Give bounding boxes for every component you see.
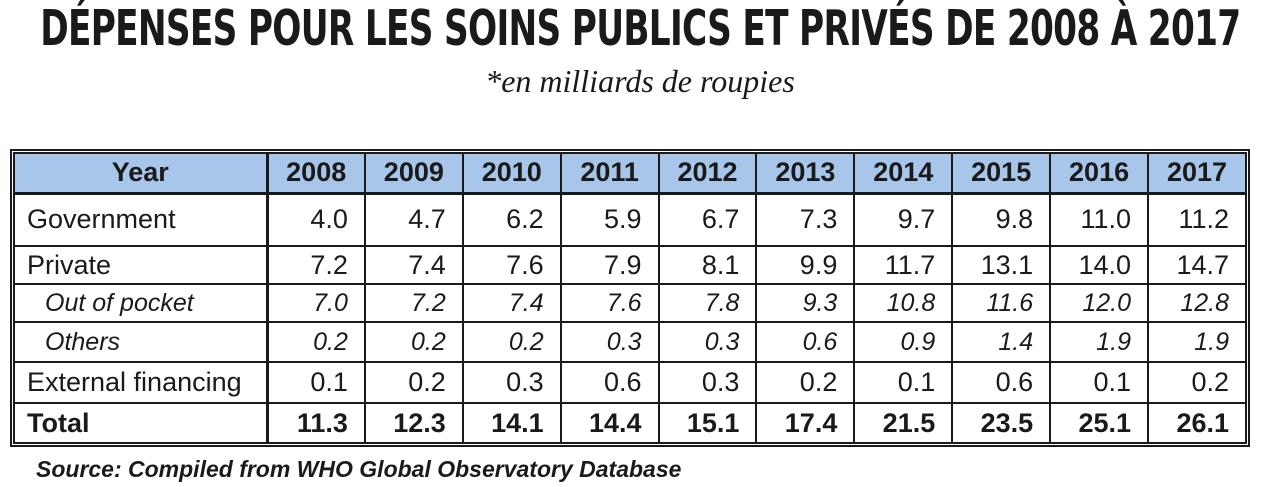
value-cell: 12.3 — [363, 402, 464, 444]
table-row: Private 7.2 7.4 7.6 7.9 8.1 9.9 11.7 13.1 14.0 14.… — [13, 245, 1247, 285]
value-cell: 17.4 — [755, 402, 856, 444]
year-header-2010: 2010 — [461, 152, 562, 195]
expenses-table: Year 2008 2009 2010 2011 2012 2013 2014 2015 2016… — [13, 152, 1247, 444]
year-header-2008: 2008 — [266, 152, 366, 195]
year-header-2013: 2013 — [755, 152, 856, 195]
value-cell: 21.5 — [853, 402, 954, 444]
subtitle-block: *en milliards de roupies — [0, 61, 1280, 103]
value-cell: 14.1 — [461, 402, 562, 444]
value-cell: 7.4 — [461, 283, 562, 323]
subtitle: *en milliards de roupies — [485, 63, 795, 99]
value-cell: 1.4 — [951, 321, 1052, 363]
table-row: Government 4.0 4.7 6.2 5.9 6.7 7.3 9.7 9.8 11.0 11… — [13, 192, 1247, 247]
value-cell: 4.7 — [363, 192, 464, 247]
value-cell: 0.3 — [461, 361, 562, 404]
title-block: DÉPENSES POUR LES SOINS PUBLICS ET PRIVÉ… — [0, 2, 1280, 56]
row-label: Out of pocket — [13, 283, 269, 323]
value-cell: 0.6 — [951, 361, 1052, 404]
value-cell: 11.6 — [951, 283, 1052, 323]
value-cell: 0.2 — [266, 321, 366, 363]
value-cell: 6.7 — [657, 192, 758, 247]
value-cell: 7.8 — [657, 283, 758, 323]
value-cell: 0.2 — [755, 361, 856, 404]
value-cell: 0.1 — [853, 361, 954, 404]
value-cell: 0.2 — [1147, 361, 1247, 404]
table-row: Total 11.3 12.3 14.1 14.4 15.1 17.4 21.5 23.5 25.… — [13, 402, 1247, 444]
value-cell: 7.2 — [363, 283, 464, 323]
value-cell: 1.9 — [1147, 321, 1247, 363]
value-cell: 0.2 — [363, 361, 464, 404]
source-note: Source: Compiled from WHO Global Observa… — [36, 456, 682, 482]
value-cell: 1.9 — [1049, 321, 1150, 363]
value-cell: 10.8 — [853, 283, 954, 323]
value-cell: 5.9 — [559, 192, 660, 247]
value-cell: 0.1 — [1049, 361, 1150, 404]
year-header-2017: 2017 — [1147, 152, 1247, 195]
year-header-2016: 2016 — [1049, 152, 1150, 195]
value-cell: 11.0 — [1049, 192, 1150, 247]
year-column-header: Year — [13, 152, 269, 195]
value-cell: 8.1 — [657, 245, 758, 285]
table-row: Out of pocket 7.0 7.2 7.4 7.6 7.8 9.3 10.8 11.6 1… — [13, 283, 1247, 323]
row-label: Government — [13, 192, 269, 247]
value-cell: 9.8 — [951, 192, 1052, 247]
expenses-table-frame: Year 2008 2009 2010 2011 2012 2013 2014 2015 2016… — [10, 149, 1250, 447]
value-cell: 15.1 — [657, 402, 758, 444]
table-body: Government 4.0 4.7 6.2 5.9 6.7 7.3 9.7 9.8 11.0 11… — [13, 192, 1247, 444]
table-row: Others 0.2 0.2 0.2 0.3 0.3 0.6 0.9 1.4 1.9 1.9 — [13, 321, 1247, 363]
value-cell: 0.3 — [657, 321, 758, 363]
value-cell: 9.3 — [755, 283, 856, 323]
year-header-2011: 2011 — [559, 152, 660, 195]
value-cell: 0.6 — [755, 321, 856, 363]
value-cell: 0.9 — [853, 321, 954, 363]
value-cell: 7.9 — [559, 245, 660, 285]
row-label: Others — [13, 321, 269, 363]
value-cell: 7.2 — [266, 245, 366, 285]
value-cell: 0.2 — [363, 321, 464, 363]
value-cell: 11.2 — [1147, 192, 1247, 247]
value-cell: 11.3 — [266, 402, 366, 444]
value-cell: 11.7 — [853, 245, 954, 285]
value-cell: 0.1 — [266, 361, 366, 404]
header-row: Year 2008 2009 2010 2011 2012 2013 2014 2015 2016… — [13, 152, 1247, 195]
year-header-2009: 2009 — [363, 152, 464, 195]
value-cell: 25.1 — [1049, 402, 1150, 444]
value-cell: 9.7 — [853, 192, 954, 247]
row-label: Total — [13, 402, 269, 444]
year-header-2014: 2014 — [853, 152, 954, 195]
page-title: DÉPENSES POUR LES SOINS PUBLICS ET PRIVÉ… — [39, 0, 1241, 57]
value-cell: 0.3 — [657, 361, 758, 404]
value-cell: 7.0 — [266, 283, 366, 323]
row-label: Private — [13, 245, 269, 285]
value-cell: 0.2 — [461, 321, 562, 363]
value-cell: 7.6 — [461, 245, 562, 285]
table-row: External financing 0.1 0.2 0.3 0.6 0.3 0.2 0.1 0… — [13, 361, 1247, 404]
value-cell: 7.4 — [363, 245, 464, 285]
value-cell: 4.0 — [266, 192, 366, 247]
value-cell: 13.1 — [951, 245, 1052, 285]
value-cell: 14.0 — [1049, 245, 1150, 285]
value-cell: 0.6 — [559, 361, 660, 404]
value-cell: 12.8 — [1147, 283, 1247, 323]
year-header-2015: 2015 — [951, 152, 1052, 195]
value-cell: 6.2 — [461, 192, 562, 247]
value-cell: 14.4 — [559, 402, 660, 444]
row-label: External financing — [13, 361, 269, 404]
year-header-2012: 2012 — [657, 152, 758, 195]
value-cell: 26.1 — [1147, 402, 1247, 444]
value-cell: 14.7 — [1147, 245, 1247, 285]
value-cell: 7.3 — [755, 192, 856, 247]
value-cell: 12.0 — [1049, 283, 1150, 323]
value-cell: 23.5 — [951, 402, 1052, 444]
value-cell: 9.9 — [755, 245, 856, 285]
value-cell: 0.3 — [559, 321, 660, 363]
value-cell: 7.6 — [559, 283, 660, 323]
